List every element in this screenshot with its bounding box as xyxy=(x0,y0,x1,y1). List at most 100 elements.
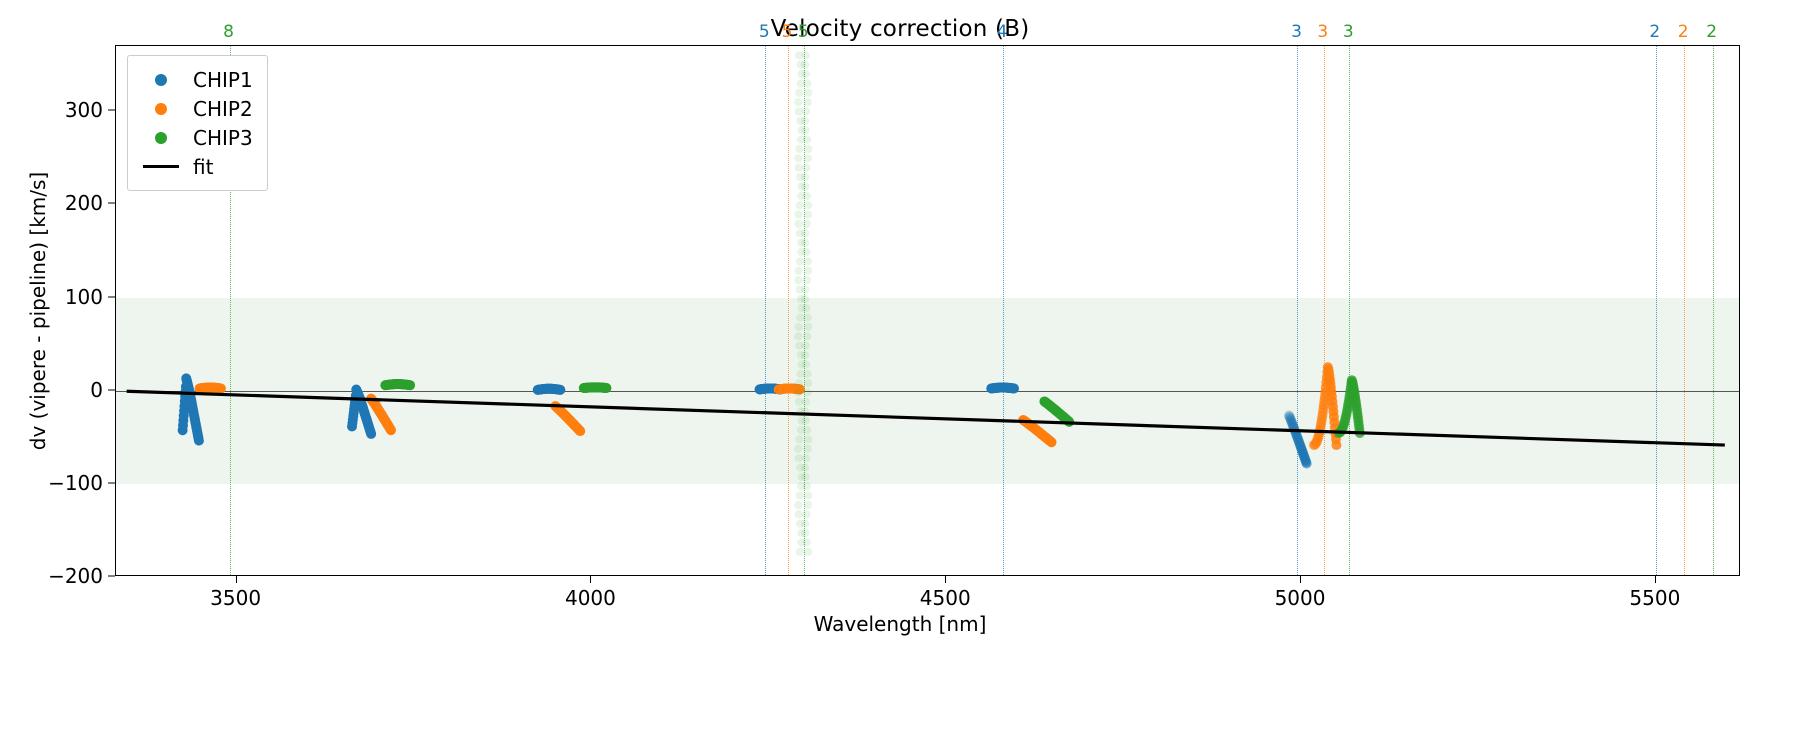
data-point xyxy=(1294,438,1305,449)
data-point xyxy=(801,51,810,60)
data-point xyxy=(797,182,806,191)
data-point xyxy=(800,294,810,304)
data-point xyxy=(1294,439,1305,450)
data-point xyxy=(794,444,803,453)
data-point xyxy=(800,116,810,126)
legend-item-chip3[interactable]: CHIP3 xyxy=(139,123,253,152)
data-point xyxy=(801,182,810,191)
data-point xyxy=(1283,410,1294,421)
y-tick-label: 100 xyxy=(64,284,103,309)
data-point xyxy=(794,163,803,172)
order-number-label: 5 xyxy=(758,22,770,42)
order-number-label: 2 xyxy=(1706,22,1718,42)
data-point xyxy=(802,538,811,547)
legend-item-chip1[interactable]: CHIP1 xyxy=(139,65,253,94)
order-gridline xyxy=(1003,46,1004,575)
data-point xyxy=(1291,429,1302,440)
order-number-label: 4 xyxy=(996,22,1008,42)
legend: CHIP1 CHIP2 CHIP3 fit xyxy=(127,55,268,191)
data-point xyxy=(795,88,804,97)
data-point xyxy=(794,322,804,332)
data-point xyxy=(803,313,812,322)
data-point xyxy=(794,332,803,341)
data-point xyxy=(797,126,806,135)
legend-item-chip2[interactable]: CHIP2 xyxy=(139,94,253,123)
data-point xyxy=(803,200,813,210)
data-point xyxy=(797,360,806,369)
data-point xyxy=(1295,440,1306,451)
order-gridline xyxy=(1655,46,1657,575)
x-tick-label: 4500 xyxy=(919,586,971,610)
data-point xyxy=(1287,419,1298,430)
plot-axes xyxy=(115,45,1740,576)
data-point xyxy=(601,383,612,393)
data-point xyxy=(801,360,811,369)
data-point xyxy=(1285,414,1296,425)
data-point xyxy=(802,219,811,229)
data-point xyxy=(794,266,803,275)
x-tick-label: 3500 xyxy=(210,586,262,610)
data-point xyxy=(800,350,810,360)
data-point xyxy=(1291,430,1302,441)
data-point xyxy=(802,135,812,144)
data-point xyxy=(794,154,803,163)
data-point xyxy=(1286,416,1297,427)
data-point xyxy=(801,304,811,313)
data-point xyxy=(800,60,810,69)
order-number-label: 3 xyxy=(1342,22,1354,42)
data-point xyxy=(794,397,804,407)
order-number-label: 2 xyxy=(1649,22,1661,42)
data-point xyxy=(1292,433,1303,444)
data-point xyxy=(797,528,806,538)
data-point xyxy=(801,472,810,482)
data-point xyxy=(802,275,812,285)
data-point xyxy=(795,435,804,444)
order-number-label: 3 xyxy=(1291,22,1302,42)
y-tick-mark xyxy=(108,389,115,391)
data-point xyxy=(797,416,806,425)
data-point xyxy=(803,435,813,444)
data-point xyxy=(800,519,810,528)
data-point xyxy=(794,453,804,463)
zero-reference-line xyxy=(116,390,1739,392)
data-point xyxy=(796,463,805,472)
data-point xyxy=(794,210,803,219)
data-point xyxy=(1285,415,1296,426)
data-point xyxy=(801,69,810,79)
data-point xyxy=(801,126,810,135)
data-point xyxy=(803,500,813,510)
data-point xyxy=(802,482,812,491)
data-point xyxy=(801,416,810,425)
legend-label: CHIP2 xyxy=(193,96,253,121)
legend-dot-swatch xyxy=(155,131,167,144)
data-point xyxy=(215,383,226,394)
data-point xyxy=(802,163,811,172)
data-point xyxy=(803,266,813,275)
data-point xyxy=(801,453,811,463)
data-point xyxy=(794,378,804,388)
order-number-label: 8 xyxy=(223,22,234,42)
legend-item-fit[interactable]: fit xyxy=(139,152,253,181)
data-point xyxy=(795,144,804,154)
x-tick-mark xyxy=(590,576,592,583)
order-gridline xyxy=(1712,46,1714,575)
data-point xyxy=(794,219,803,229)
y-tick-mark xyxy=(108,575,115,577)
data-point xyxy=(803,388,812,397)
data-point xyxy=(795,491,804,500)
order-gridline xyxy=(1323,46,1325,575)
data-point xyxy=(803,154,812,163)
y-tick-label: 200 xyxy=(64,191,103,216)
legend-label: CHIP3 xyxy=(193,125,253,150)
data-point xyxy=(796,425,806,435)
data-point xyxy=(803,425,812,435)
data-point xyxy=(1331,440,1342,451)
y-tick-mark xyxy=(108,202,115,204)
data-point xyxy=(1284,411,1295,422)
data-point xyxy=(800,172,810,182)
data-point xyxy=(801,397,811,407)
data-point xyxy=(575,426,586,437)
legend-label: fit xyxy=(193,154,214,179)
data-point xyxy=(795,257,805,266)
data-point xyxy=(794,510,803,519)
